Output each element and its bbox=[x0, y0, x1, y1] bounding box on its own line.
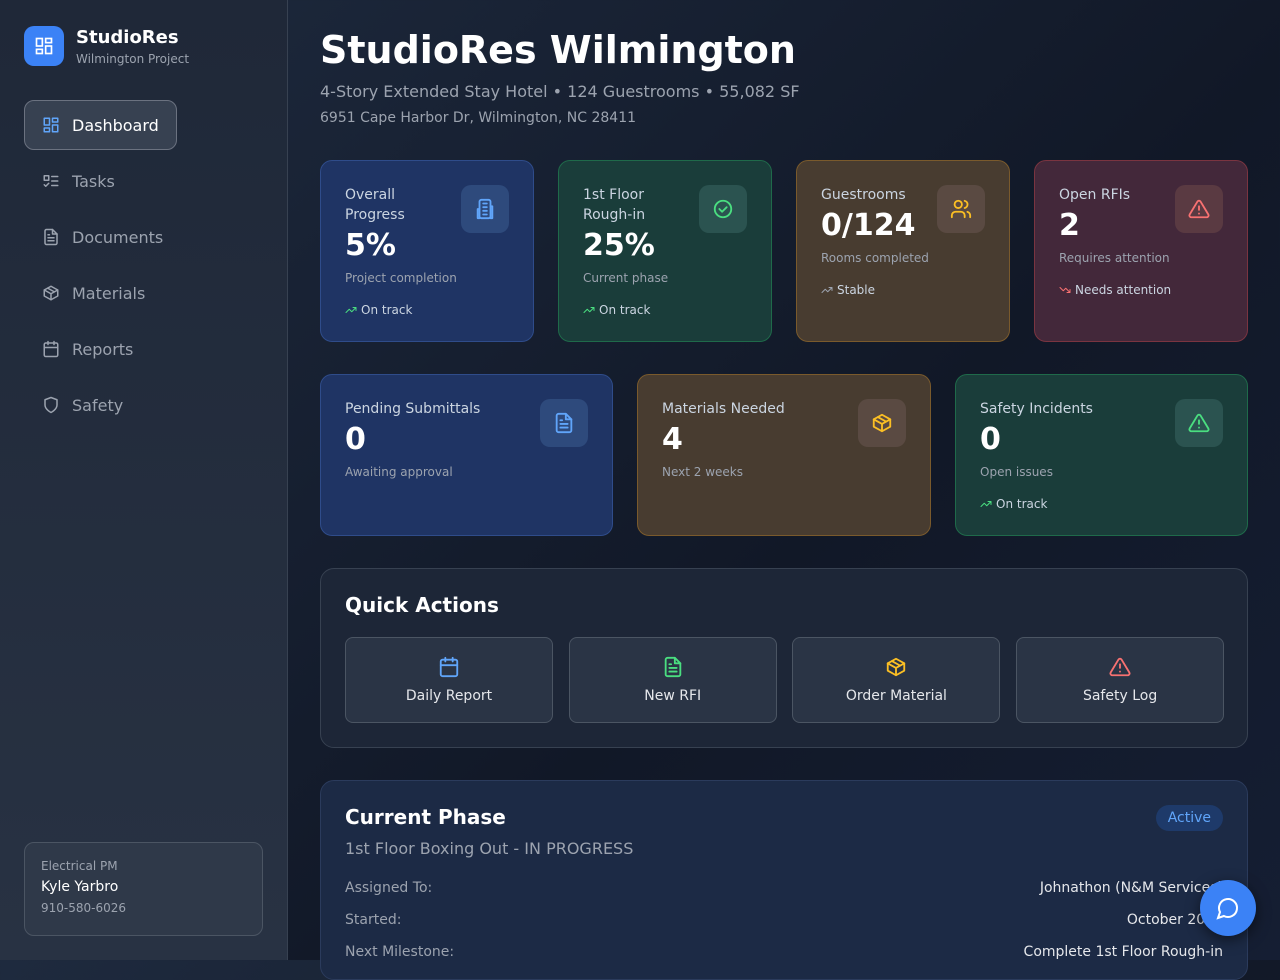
stat-card: Open RFIs 2 Requires attention Needs attent… bbox=[1034, 160, 1248, 342]
section-title: Current Phase bbox=[345, 805, 506, 829]
action-button[interactable]: Safety Log bbox=[1016, 637, 1225, 723]
page-subtitle: 4-Story Extended Stay Hotel • 124 Guestr… bbox=[320, 82, 800, 101]
nav-item[interactable]: Safety bbox=[24, 380, 177, 430]
trend-text: On track bbox=[361, 303, 413, 317]
nav-label: Dashboard bbox=[72, 115, 159, 135]
trend-text: On track bbox=[599, 303, 651, 317]
user-role: Electrical PM bbox=[41, 859, 118, 873]
detail-value: Complete 1st Floor Rough-in bbox=[1023, 944, 1223, 960]
stat-trend: Needs attention bbox=[1059, 283, 1223, 297]
stat-icon bbox=[937, 185, 985, 233]
stat-value: 0/124 bbox=[821, 208, 916, 243]
stat-card: Pending Submittals 0 Awaiting approval bbox=[320, 374, 613, 536]
action-label: Daily Report bbox=[405, 688, 493, 704]
detail-label: Started: bbox=[345, 912, 402, 928]
stat-card: Materials Needed 4 Next 2 weeks bbox=[637, 374, 931, 536]
brand-subtitle: Wilmington Project bbox=[76, 52, 190, 66]
section-title: Quick Actions bbox=[345, 593, 499, 617]
nav-item[interactable]: Dashboard bbox=[24, 100, 177, 150]
detail-row: Next Milestone: Complete 1st Floor Rough-… bbox=[345, 936, 1223, 968]
action-label: New RFI bbox=[644, 688, 702, 704]
stat-label: Materials Needed bbox=[662, 401, 785, 417]
stat-trend: Stable bbox=[821, 283, 985, 297]
stat-value: 4 bbox=[662, 422, 683, 457]
status-badge: Active bbox=[1155, 805, 1223, 831]
phase-name: 1st Floor Boxing Out - IN PROGRESS bbox=[345, 839, 634, 858]
current-phase: Current Phase Active 1st Floor Boxing Ou… bbox=[320, 780, 1248, 980]
stat-label: Guestrooms bbox=[821, 187, 906, 203]
stat-label: Safety Incidents bbox=[980, 401, 1093, 417]
action-button[interactable]: Daily Report bbox=[345, 637, 553, 723]
stat-label: Open RFIs bbox=[1059, 187, 1131, 203]
brand-name: StudioRes bbox=[76, 27, 179, 48]
stat-caption: Rooms completed bbox=[821, 251, 929, 265]
stat-trend: On track bbox=[583, 303, 747, 317]
stat-caption: Next 2 weeks bbox=[662, 465, 743, 479]
stat-value: 25% bbox=[583, 228, 655, 263]
stat-icon bbox=[461, 185, 509, 233]
user-card: Electrical PM Kyle Yarbro 910-580-6026 bbox=[24, 842, 263, 936]
nav-item[interactable]: Reports bbox=[24, 324, 177, 374]
stat-caption: Current phase bbox=[583, 271, 669, 285]
page-title: StudioRes Wilmington bbox=[320, 28, 796, 72]
stat-card: Overall Progress 5% Project completion On t… bbox=[320, 160, 534, 342]
stat-label: Overall Progress bbox=[345, 187, 405, 223]
nav-label: Safety bbox=[72, 395, 124, 415]
detail-row: Started: October 2025 bbox=[345, 904, 1223, 936]
nav-label: Materials bbox=[72, 283, 146, 303]
detail-value: October 2025 bbox=[1126, 912, 1223, 928]
action-label: Order Material bbox=[845, 688, 947, 704]
user-name: Kyle Yarbro bbox=[41, 879, 119, 895]
stat-icon bbox=[1175, 399, 1223, 447]
sidebar: StudioRes Wilmington Project Dashboard Ta… bbox=[0, 0, 288, 960]
action-label: Safety Log bbox=[1082, 688, 1158, 704]
stat-trend: On track bbox=[345, 303, 509, 317]
trend-text: On track bbox=[996, 497, 1048, 511]
stat-card: Safety Incidents 0 Open issues On track bbox=[955, 374, 1248, 536]
nav-item[interactable]: Documents bbox=[24, 212, 177, 262]
action-button[interactable]: Order Material bbox=[792, 637, 1001, 723]
stat-caption: Requires attention bbox=[1059, 251, 1170, 265]
trend-text: Needs attention bbox=[1075, 283, 1172, 297]
stat-caption: Awaiting approval bbox=[345, 465, 453, 479]
stat-label: 1st Floor Rough-in bbox=[583, 187, 646, 223]
detail-row: Assigned To: Johnathon (N&M Services) bbox=[345, 872, 1223, 904]
address: 6951 Cape Harbor Dr, Wilmington, NC 2841… bbox=[320, 110, 637, 126]
nav-item[interactable]: Tasks bbox=[24, 156, 177, 206]
stat-icon bbox=[1175, 185, 1223, 233]
nav-label: Reports bbox=[72, 339, 134, 359]
stat-caption: Open issues bbox=[980, 465, 1053, 479]
nav-label: Documents bbox=[72, 227, 164, 247]
stat-value: 2 bbox=[1059, 208, 1080, 243]
trend-text: Stable bbox=[837, 283, 876, 297]
detail-label: Assigned To: bbox=[345, 880, 433, 896]
logo bbox=[24, 26, 64, 66]
nav-item[interactable]: Materials bbox=[24, 268, 177, 318]
stat-card: 1st Floor Rough-in 25% Current phase On tra… bbox=[558, 160, 772, 342]
nav-label: Tasks bbox=[72, 171, 115, 191]
stat-value: 0 bbox=[980, 422, 1001, 457]
stat-value: 5% bbox=[345, 228, 396, 263]
user-phone: 910-580-6026 bbox=[41, 901, 127, 915]
stat-icon bbox=[540, 399, 588, 447]
stat-value: 0 bbox=[345, 422, 366, 457]
detail-value: Johnathon (N&M Services) bbox=[1039, 880, 1223, 896]
stat-card: Guestrooms 0/124 Rooms completed Stable bbox=[796, 160, 1010, 342]
chat-button[interactable] bbox=[1200, 880, 1256, 936]
stat-icon bbox=[858, 399, 906, 447]
stat-trend: On track bbox=[980, 497, 1223, 511]
stat-label: Pending Submittals bbox=[345, 401, 481, 417]
action-button[interactable]: New RFI bbox=[568, 637, 777, 723]
stat-caption: Project completion bbox=[345, 271, 457, 285]
phase-details: Assigned To: Johnathon (N&M Services) Star… bbox=[345, 872, 1223, 968]
detail-label: Next Milestone: bbox=[345, 944, 455, 960]
stat-icon bbox=[699, 185, 747, 233]
quick-actions: Quick Actions Daily Report New RFI Order M… bbox=[320, 568, 1248, 748]
